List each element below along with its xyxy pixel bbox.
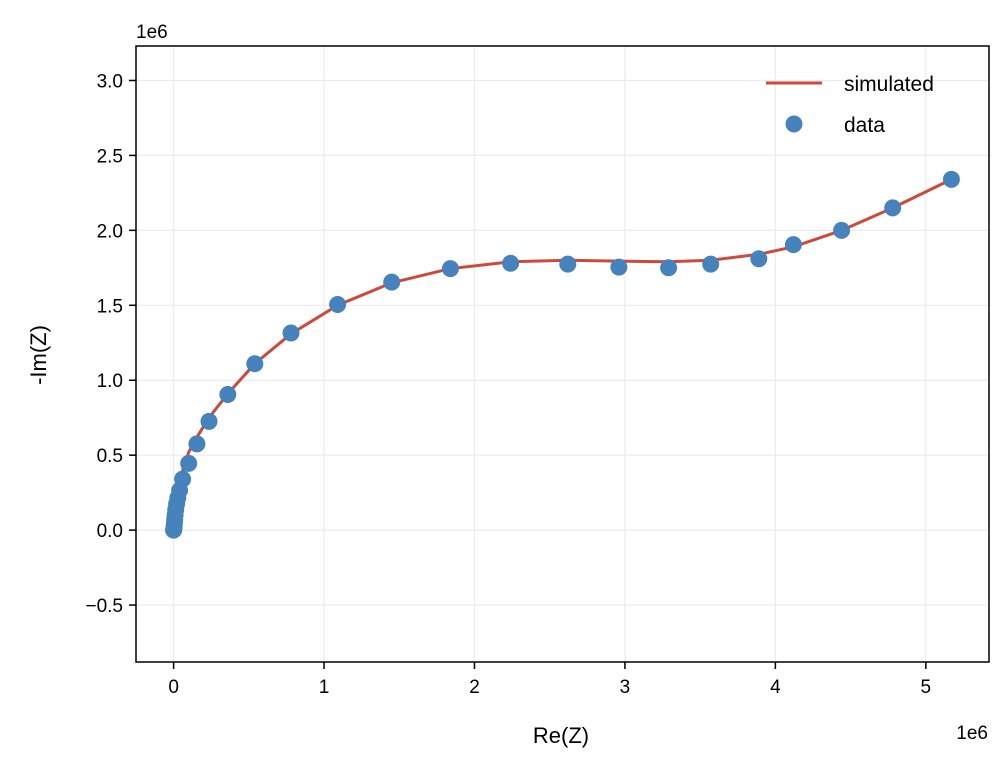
y-tick-label: 1.0 [97,371,123,392]
data-point [750,250,768,268]
x-tick-label: 2 [469,677,480,698]
data-point [188,435,206,453]
y-tick-label: 3.0 [97,71,123,92]
legend: simulated data [766,73,934,137]
data-point [660,259,678,277]
data-point [383,273,401,291]
plot-area [165,170,960,539]
data-point [942,170,960,188]
data-point [559,255,577,273]
y-axis-label: -Im(Z) [26,325,51,385]
data-point [610,258,628,276]
data-point [784,236,802,254]
data-point [174,470,192,488]
data-point [884,199,902,217]
x-axis-label: Re(Z) [533,723,589,748]
data-point [180,454,198,472]
data-point [282,324,300,342]
data-point [441,260,459,278]
data-point [329,296,347,313]
y-tick-label: 2.5 [97,146,123,167]
data-point [219,386,237,403]
y-tick-label: 2.0 [97,221,123,242]
data-point [200,412,218,430]
y-offset-label: 1e6 [136,22,168,43]
y-tick-label: 1.5 [97,296,123,317]
x-tick-label: 5 [921,677,932,698]
legend-label-simulated: simulated [844,73,934,96]
legend-label-data: data [844,114,885,137]
data-point [702,255,720,273]
x-tick-label: 3 [620,677,631,698]
data-point [833,221,851,239]
data-point [502,254,520,272]
x-tick-label: 1 [319,677,330,698]
axis-ticks: 0 1 2 3 4 5 −0.5 0.0 0.5 1.0 1.5 2.0 2.5 3.0 [85,71,931,698]
data-point [246,355,264,373]
x-tick-label: 4 [770,677,781,698]
y-tick-label: −0.5 [85,596,123,617]
y-tick-label: 0.5 [97,446,123,467]
x-tick-label: 0 [168,677,179,698]
x-offset-label: 1e6 [956,723,988,744]
y-tick-label: 0.0 [97,521,123,542]
legend-marker-data [785,115,803,133]
grid [136,46,989,662]
axes-frame [135,45,990,663]
